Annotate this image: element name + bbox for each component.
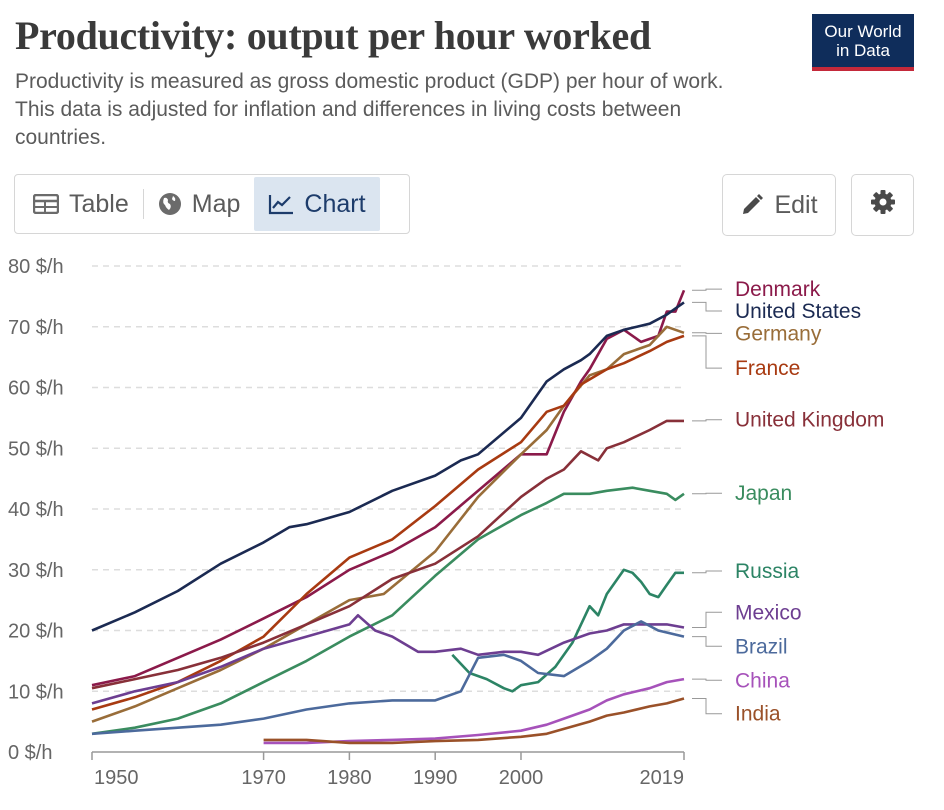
- series-line-india[interactable]: [263, 697, 685, 745]
- line-chart[interactable]: 0 $/h 10 $/h 20 $/h 30 $/h 40 $/h 50 $/h 60 $/…: [0, 240, 944, 810]
- series-line-mexico[interactable]: [91, 613, 685, 705]
- tab-chart-label: Chart: [304, 189, 366, 218]
- tab-divider: [142, 189, 144, 219]
- series-label-united-states[interactable]: United States: [735, 300, 861, 323]
- label-connector: [692, 570, 722, 574]
- gear-icon: [870, 189, 896, 222]
- series-line-germany[interactable]: [91, 325, 685, 723]
- label-connector: [692, 698, 722, 715]
- series-label-russia[interactable]: Russia: [735, 560, 800, 583]
- tab-table-label: Table: [69, 189, 129, 218]
- series-label-japan[interactable]: Japan: [735, 482, 792, 505]
- logo-line-2: in Data: [836, 41, 890, 60]
- series-lines: [91, 289, 686, 745]
- series-line-japan[interactable]: [91, 486, 685, 736]
- series-label-india[interactable]: India: [735, 703, 781, 726]
- label-connector: [692, 636, 722, 647]
- y-tick-label: 70 $/h: [8, 317, 64, 339]
- x-tick-label: 1950: [94, 767, 139, 789]
- x-tick-label: 2000: [499, 767, 544, 789]
- line-chart-icon: [268, 193, 294, 215]
- pencil-icon: [740, 193, 764, 217]
- edit-button-label: Edit: [774, 190, 818, 219]
- label-connector: [692, 492, 722, 495]
- label-connector: [692, 419, 722, 422]
- series-line-china[interactable]: [263, 677, 685, 745]
- view-tabs: Table Map Chart: [14, 174, 410, 234]
- series-label-denmark[interactable]: Denmark: [735, 278, 821, 301]
- x-tick-label: 1980: [327, 767, 372, 789]
- series-label-united-kingdom[interactable]: United Kingdom: [735, 409, 884, 432]
- label-connector: [692, 335, 722, 369]
- tab-map-label: Map: [191, 189, 241, 218]
- series-line-united-states[interactable]: [91, 301, 685, 632]
- label-connector: [692, 288, 722, 291]
- edit-button[interactable]: Edit: [722, 174, 836, 236]
- label-connector: [692, 301, 722, 312]
- globe-icon: [158, 192, 182, 216]
- series-line-denmark[interactable]: [91, 289, 686, 687]
- x-tick-label: 1990: [413, 767, 458, 789]
- chart-title: Productivity: output per hour worked: [15, 13, 651, 58]
- chart-subtitle: Productivity is measured as gross domest…: [15, 70, 724, 149]
- y-axis: 0 $/h 10 $/h 20 $/h 30 $/h 40 $/h 50 $/h 60 $/…: [8, 256, 64, 764]
- label-connector: [692, 678, 722, 681]
- y-tick-label: 60 $/h: [8, 378, 64, 400]
- y-tick-label: 0 $/h: [8, 742, 52, 764]
- series-label-china[interactable]: China: [735, 669, 790, 692]
- series-line-russia[interactable]: [451, 568, 684, 693]
- y-tick-label: 80 $/h: [8, 256, 64, 278]
- logo-line-1: Our World: [824, 22, 902, 41]
- tab-map[interactable]: Map: [144, 177, 255, 231]
- settings-button[interactable]: [851, 174, 914, 236]
- tab-chart[interactable]: Chart: [254, 177, 380, 231]
- series-line-brazil[interactable]: [91, 620, 685, 736]
- x-tick-label: 2019: [640, 767, 685, 789]
- y-tick-label: 30 $/h: [8, 560, 64, 582]
- label-connector: [692, 332, 722, 334]
- series-label-france[interactable]: France: [735, 357, 800, 380]
- series-label-germany[interactable]: Germany: [735, 322, 822, 345]
- x-axis: 1950 1970 1980 1990 2000 2019: [91, 751, 685, 789]
- y-tick-label: 40 $/h: [8, 499, 64, 521]
- series-label-mexico[interactable]: Mexico: [735, 601, 802, 624]
- y-tick-label: 50 $/h: [8, 438, 64, 460]
- y-tick-label: 10 $/h: [8, 681, 64, 703]
- tab-table[interactable]: Table: [19, 177, 143, 231]
- series-label-brazil[interactable]: Brazil: [735, 635, 788, 658]
- grid-lines: [92, 265, 684, 692]
- series-line-united-kingdom[interactable]: [91, 419, 684, 690]
- table-icon: [33, 194, 59, 214]
- label-connector: [692, 611, 722, 628]
- owid-logo[interactable]: Our World in Data: [812, 14, 914, 71]
- y-tick-label: 20 $/h: [8, 621, 64, 643]
- x-tick-label: 1970: [241, 767, 286, 789]
- series-line-france[interactable]: [91, 334, 685, 711]
